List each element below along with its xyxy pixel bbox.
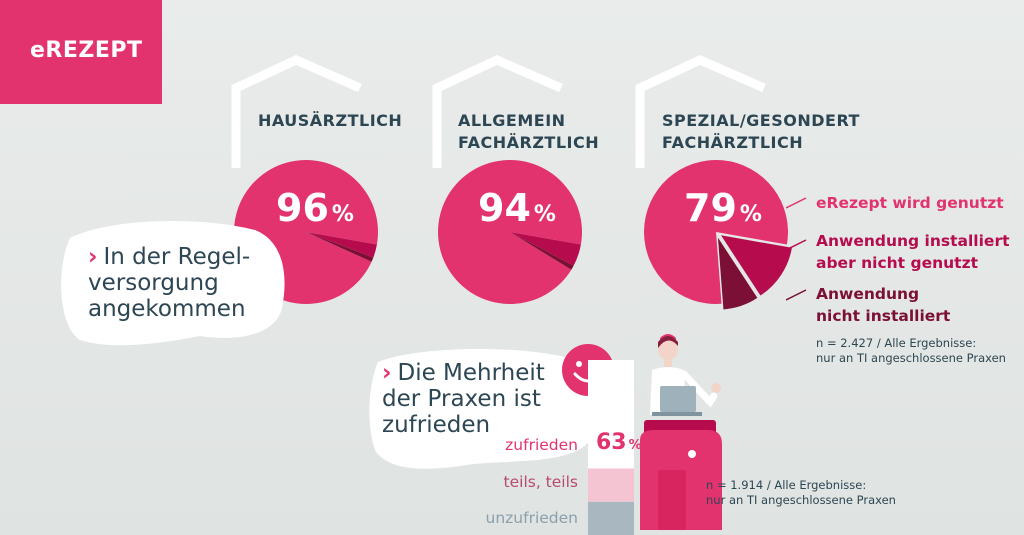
category-1-line1: HAUSÄRZTLICH: [258, 111, 403, 130]
legend-item-not-installed: Anwendung nicht installiert: [816, 283, 950, 327]
category-title-1: HAUSÄRZTLICH: [258, 110, 402, 132]
pie-3-slice-used: [643, 160, 788, 305]
pie-3-value: 79: [684, 186, 737, 230]
legend-marker-3: [786, 289, 807, 301]
legend-1-line1: eRezept wird genutzt: [816, 194, 1004, 212]
category-2-line1: ALLGEMEIN: [458, 111, 566, 130]
pie-2-percent: 94%: [478, 186, 556, 230]
bubble-2-line3: zufrieden: [382, 412, 491, 438]
legend-markers: [786, 197, 807, 301]
pie-1-slice-installed: [306, 232, 377, 258]
chevron-right-icon: ›: [382, 360, 392, 386]
bubble-2-text: › Die Mehrheit der Praxen ist zufrieden: [382, 360, 545, 438]
bubble-2-line2: der Praxen ist: [382, 386, 541, 412]
legend-2-line1: Anwendung installiert: [816, 232, 1010, 250]
label-zufrieden: zufrieden: [505, 436, 578, 454]
pie-2-slice-used: [437, 160, 582, 305]
pie-3-percent: 79%: [684, 186, 762, 230]
pie-1-value: 96: [276, 186, 329, 230]
legend-marker-2: [786, 239, 807, 251]
category-2-line2: FACHÄRZTLICH: [458, 133, 600, 152]
sample-note-1: n = 2.427 / Alle Ergebnisse: nur an TI a…: [816, 336, 1006, 366]
chevron-right-icon: ›: [88, 244, 98, 270]
pie-3-slice-installed: [721, 235, 792, 296]
note-2-line2: nur an TI angeschlossene Praxen: [706, 493, 896, 507]
note-1-line2: nur an TI angeschlossene Praxen: [816, 351, 1006, 365]
satisfaction-percent: 63%: [596, 430, 642, 455]
bubble-1-line2: versorgung: [88, 270, 219, 296]
category-3-line2: FACHÄRZTLICH: [662, 133, 804, 152]
satisfaction-bar-zufrieden: [588, 438, 634, 469]
legend-2-line2: aber nicht genutzt: [816, 254, 979, 272]
legend-3-line1: Anwendung: [816, 285, 920, 303]
sample-note-2: n = 1.914 / Alle Ergebnisse: nur an TI a…: [706, 478, 896, 508]
pie-3-slice-not-installed: [717, 237, 758, 310]
person-illustration: [640, 334, 722, 530]
satisfaction-unit: %: [628, 438, 642, 453]
note-1-line1: n = 2.427 / Alle Ergebnisse:: [816, 336, 977, 350]
legend-marker-1: [786, 197, 807, 209]
category-title-3: SPEZIAL/GESONDERT FACHÄRZTLICH: [662, 110, 860, 154]
bubble-1-text: › In der Regel- versorgung angekommen: [88, 244, 250, 322]
badge-label: eREZEPT: [30, 38, 143, 63]
bubble-2-line1: Die Mehrheit: [397, 360, 545, 386]
speech-bubble-2: [369, 349, 597, 469]
speech-bubble-1: [61, 220, 285, 346]
category-3-line1: SPEZIAL/GESONDERT: [662, 111, 860, 130]
legend-3-line2: nicht installiert: [816, 307, 951, 325]
house-outline-3: [635, 55, 766, 168]
satisfaction-value: 63: [596, 430, 627, 455]
pie-2-slice-installed: [510, 232, 581, 266]
pie-2-value: 94: [478, 186, 531, 230]
house-outline-2: [432, 55, 563, 168]
pie-1-unit: %: [331, 202, 354, 227]
pie-3-unit: %: [739, 202, 762, 227]
category-title-2: ALLGEMEIN FACHÄRZTLICH: [458, 110, 599, 154]
house-outline-1: [231, 55, 362, 168]
label-teils: teils, teils: [503, 473, 578, 491]
label-unzufrieden: unzufrieden: [485, 509, 578, 527]
bubble-1-line3: angekommen: [88, 296, 246, 322]
pie-2-unit: %: [533, 202, 556, 227]
satisfaction-bar-teilsteils: [588, 468, 634, 502]
pie-2-slice-not-installed: [510, 232, 574, 270]
note-2-line1: n = 1.914 / Alle Ergebnisse:: [706, 478, 867, 492]
erezept-badge: eREZEPT: [0, 0, 162, 104]
satisfaction-bar-unzufrieden: [588, 501, 634, 535]
legend-item-used: eRezept wird genutzt: [816, 192, 1004, 214]
legend-item-installed: Anwendung installiert aber nicht genutzt: [816, 230, 1010, 274]
bubble-1-line1: In der Regel-: [103, 244, 251, 270]
pie-1-percent: 96%: [276, 186, 354, 230]
pie-1-slice-not-installed: [306, 232, 374, 262]
